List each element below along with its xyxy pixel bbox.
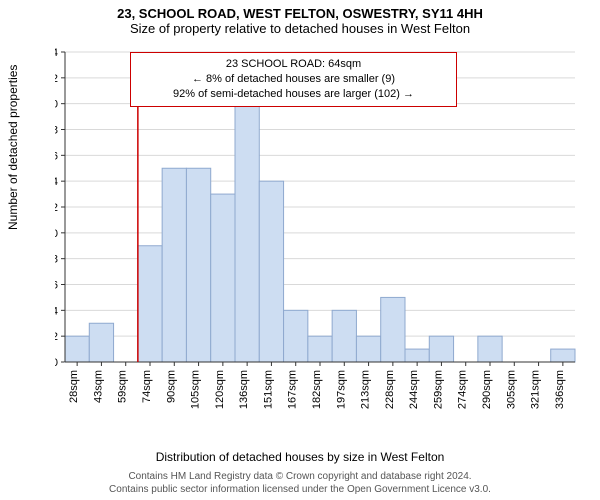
svg-text:28sqm: 28sqm: [68, 370, 80, 403]
svg-text:259sqm: 259sqm: [432, 370, 444, 409]
legend-line-3: 92% of semi-detached houses are larger (…: [141, 87, 446, 102]
svg-text:43sqm: 43sqm: [92, 370, 104, 403]
svg-text:182sqm: 182sqm: [311, 370, 323, 409]
title-main: 23, SCHOOL ROAD, WEST FELTON, OSWESTRY, …: [0, 0, 600, 21]
svg-text:197sqm: 197sqm: [335, 370, 347, 409]
svg-text:136sqm: 136sqm: [238, 370, 250, 409]
svg-text:8: 8: [55, 254, 58, 266]
svg-text:74sqm: 74sqm: [141, 370, 153, 403]
svg-text:18: 18: [55, 125, 58, 137]
svg-text:0: 0: [55, 357, 58, 369]
svg-text:228sqm: 228sqm: [384, 370, 396, 409]
marker-legend: 23 SCHOOL ROAD: 64sqm ← 8% of detached h…: [130, 52, 457, 107]
svg-text:105sqm: 105sqm: [190, 370, 202, 409]
svg-text:90sqm: 90sqm: [165, 370, 177, 403]
svg-text:336sqm: 336sqm: [554, 370, 566, 409]
svg-text:59sqm: 59sqm: [117, 370, 129, 403]
svg-text:213sqm: 213sqm: [360, 370, 372, 409]
footer-attribution: Contains HM Land Registry data © Crown c…: [0, 471, 600, 496]
svg-text:151sqm: 151sqm: [262, 370, 274, 409]
svg-text:321sqm: 321sqm: [530, 370, 542, 409]
svg-text:22: 22: [55, 73, 58, 85]
svg-text:167sqm: 167sqm: [287, 370, 299, 409]
svg-text:120sqm: 120sqm: [214, 370, 226, 409]
svg-text:12: 12: [55, 202, 58, 214]
svg-text:274sqm: 274sqm: [457, 370, 469, 409]
legend-line-1: 23 SCHOOL ROAD: 64sqm: [141, 57, 446, 72]
svg-text:244sqm: 244sqm: [408, 370, 420, 409]
svg-text:6: 6: [55, 280, 58, 292]
footer-line-1: Contains HM Land Registry data © Crown c…: [0, 471, 600, 484]
svg-text:10: 10: [55, 228, 58, 240]
svg-text:2: 2: [55, 331, 58, 343]
svg-text:305sqm: 305sqm: [505, 370, 517, 409]
y-axis-label: Number of detached properties: [6, 65, 20, 230]
legend-line-2: ← 8% of detached houses are smaller (9): [141, 72, 446, 87]
svg-text:14: 14: [55, 176, 58, 188]
svg-text:4: 4: [55, 305, 58, 317]
title-sub: Size of property relative to detached ho…: [0, 21, 600, 36]
svg-text:24: 24: [55, 48, 58, 59]
footer-line-2: Contains public sector information licen…: [0, 484, 600, 497]
svg-text:16: 16: [55, 150, 58, 162]
chart-container: 23, SCHOOL ROAD, WEST FELTON, OSWESTRY, …: [0, 0, 600, 500]
x-axis-label: Distribution of detached houses by size …: [0, 450, 600, 464]
svg-text:290sqm: 290sqm: [481, 370, 493, 409]
svg-text:20: 20: [55, 99, 58, 111]
